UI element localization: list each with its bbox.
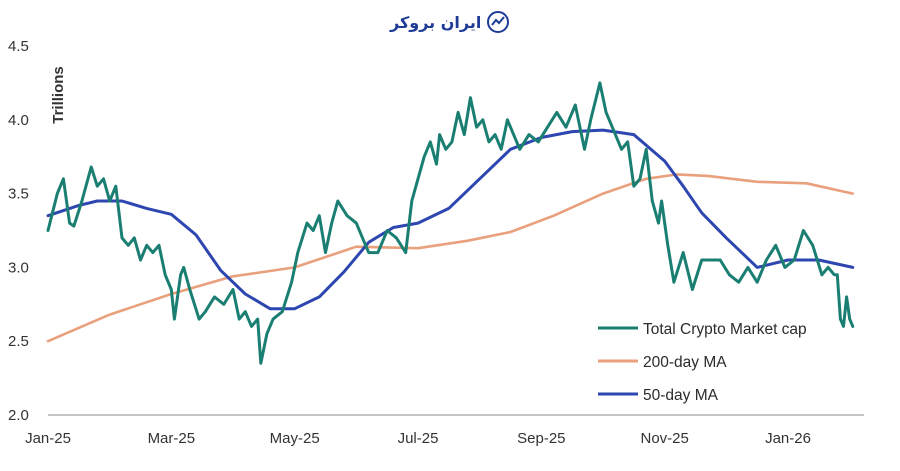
series-line-50-day-ma bbox=[46, 128, 855, 311]
y-tick-label: 3.0 bbox=[8, 259, 29, 276]
x-tick-label: Nov-25 bbox=[640, 430, 688, 447]
legend: Total Crypto Market cap 200-day MA 50-day … bbox=[598, 321, 807, 404]
legend-label: 50-day MA bbox=[643, 387, 719, 404]
y-axis-label: Trillions bbox=[50, 66, 67, 124]
series-lines bbox=[46, 81, 855, 365]
y-tick-label: 2.5 bbox=[8, 333, 29, 350]
series-line-200-day-ma bbox=[46, 173, 855, 343]
y-tick-label: 3.5 bbox=[8, 186, 29, 203]
x-tick-label: Mar-25 bbox=[148, 430, 196, 447]
y-axis-ticks: 2.0 2.5 3.0 3.5 4.0 4.5 bbox=[8, 38, 29, 424]
y-tick-label: 2.0 bbox=[8, 407, 29, 424]
series-line-total-crypto-market-cap bbox=[46, 81, 855, 365]
x-tick-label: Sep-25 bbox=[517, 430, 565, 447]
x-tick-label: Jul-25 bbox=[398, 430, 439, 447]
x-tick-label: Jan-25 bbox=[25, 430, 71, 447]
logo-text: ایران بروکر bbox=[390, 12, 482, 32]
legend-label: 200-day MA bbox=[643, 354, 727, 371]
x-tick-label: Jan-26 bbox=[765, 430, 811, 447]
y-tick-label: 4.5 bbox=[8, 38, 29, 55]
trend-line-icon bbox=[487, 11, 510, 33]
y-tick-label: 4.0 bbox=[8, 112, 29, 129]
x-axis-ticks: Jan-25 Mar-25 May-25 Jul-25 Sep-25 Nov-25 Jan-… bbox=[25, 430, 811, 447]
legend-label: Total Crypto Market cap bbox=[643, 321, 807, 338]
x-tick-label: May-25 bbox=[270, 430, 320, 447]
brand-logo: ایران بروکر bbox=[390, 11, 510, 33]
